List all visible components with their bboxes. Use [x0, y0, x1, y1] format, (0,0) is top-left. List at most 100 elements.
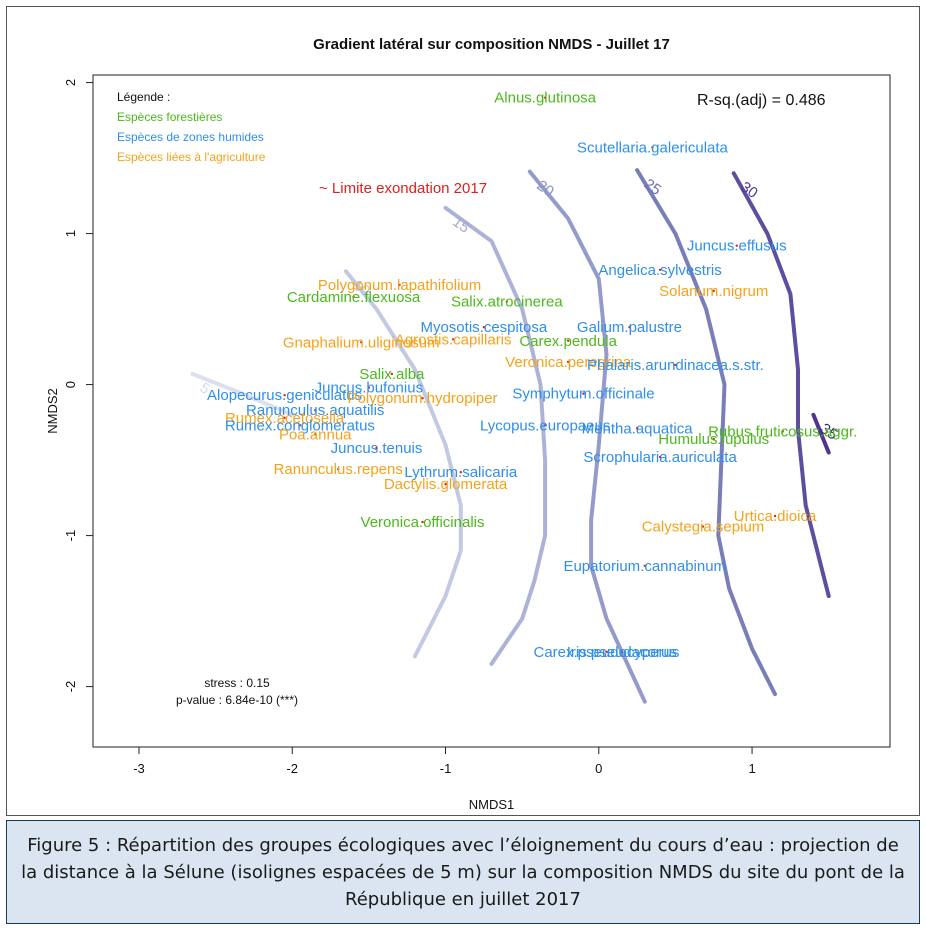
species-point — [337, 467, 340, 471]
species-point — [314, 409, 317, 412]
species-label: Mentha.aquatica — [582, 420, 694, 437]
species-point — [482, 325, 486, 329]
legend-item: Espèces liées à l'agriculture — [117, 150, 266, 164]
y-axis-label: NMDS2 — [45, 388, 60, 434]
exondation-limit-label: ~ Limite exondation 2017 — [319, 180, 487, 197]
species-label: Myosotis.cespitosa — [420, 319, 547, 336]
species-label: Carex.pendula — [519, 333, 617, 350]
p-value-label: p-value : 6.84e-10 (***) — [176, 693, 298, 707]
species-label: Lycopus.europaeus — [480, 417, 610, 434]
species-label: Veronica.peregrina — [505, 354, 632, 371]
species-point — [283, 416, 286, 419]
species-label: Scrophularia.auriculata — [583, 449, 737, 466]
chart-title: Gradient latéral sur composition NMDS - … — [313, 36, 670, 53]
species-label: Urtica.dioica — [734, 508, 817, 525]
x-tick-label: 1 — [748, 761, 755, 776]
species-label: Juncus.bufonius — [315, 380, 423, 397]
contour-line-35 — [811, 412, 831, 455]
species-point — [444, 483, 447, 486]
species-point — [605, 650, 608, 654]
species-point — [459, 470, 463, 474]
species-point — [781, 430, 784, 433]
contour-line-30 — [731, 171, 831, 598]
r-squared-label: R-sq.(adj) = 0.486 — [697, 92, 826, 109]
y-tick-label: 1 — [63, 230, 78, 237]
y-tick-label: 2 — [63, 79, 78, 86]
species-point — [674, 363, 677, 367]
x-tick-label: 0 — [595, 761, 602, 776]
caption-box: Figure 5 : Répartition des groupes écolo… — [6, 820, 920, 924]
contour-line-20 — [527, 169, 647, 704]
y-tick-label: -2 — [63, 681, 78, 693]
species-point — [421, 520, 424, 524]
plot-border — [92, 74, 891, 748]
legend-item: Espèces de zones humides — [117, 130, 264, 144]
x-tick-label: -2 — [286, 761, 298, 776]
species-label: Salix.alba — [359, 366, 425, 383]
species-label: Rumex.acetosella — [225, 410, 345, 427]
species-point — [398, 283, 401, 287]
species-label: Phalaris.arundinacea.s.str. — [587, 357, 764, 374]
contour-line-5 — [190, 372, 295, 417]
x-axis-label: NMDS1 — [469, 797, 515, 812]
species-label: Eupatorium.cannabinum — [563, 558, 726, 575]
contour-line-10 — [343, 269, 463, 659]
species-label: Angelica.sylvestris — [598, 262, 721, 279]
x-tick-label: -3 — [133, 761, 145, 776]
nmds-plot: Gradient latéral sur composition NMDS - … — [45, 36, 891, 812]
contour-label-30: 30 — [737, 179, 760, 202]
species-label: Alopecurus.geniculatus — [207, 387, 362, 404]
y-tick-label: 0 — [63, 381, 78, 388]
species-point — [635, 427, 639, 430]
species-label: Veronica.officinalis — [361, 514, 485, 531]
species-label: Cardamine.flexuosa — [287, 289, 421, 306]
species-label: Galium.palustre — [577, 319, 682, 336]
species-label: Alnus.glutinosa — [494, 90, 596, 107]
species-point — [566, 360, 570, 364]
y-tick-label: -1 — [63, 530, 78, 542]
species-label: Rubus.fruticosus.aggr. — [708, 423, 857, 440]
species-label: Polygonum.hydropiper — [347, 390, 497, 407]
species-point — [643, 564, 646, 567]
figure-frame: Gradient latéral sur composition NMDS - … — [6, 6, 920, 816]
species-label: Iris.pseudacorus — [567, 644, 677, 661]
species-label: Symphytum.officinale — [512, 386, 654, 403]
contour-label-15: 15 — [449, 213, 472, 236]
species-point — [651, 146, 654, 149]
species-label: Polygonum.lapathifolium — [318, 277, 481, 294]
stress-label: stress : 0.15 — [204, 676, 270, 690]
species-point — [314, 433, 317, 436]
x-tick-label: -1 — [440, 761, 452, 776]
species-point — [390, 372, 394, 376]
species-point — [352, 295, 355, 299]
species-label: Gnaphalium.uliginosum — [283, 334, 440, 351]
species-label: Solanum.nigrum — [659, 283, 768, 300]
figure-caption: Figure 5 : Répartition des groupes écolo… — [21, 834, 905, 910]
species-point — [658, 268, 662, 272]
species-label: Humulus.lupulus — [658, 431, 769, 448]
contour-label-20: 20 — [534, 177, 557, 200]
species-point — [620, 650, 623, 654]
contour-label-25: 25 — [641, 175, 664, 198]
species-label: Rumex.conglomeratus — [225, 417, 375, 434]
species-point — [701, 525, 705, 528]
species-label: Calystegia.sepium — [642, 519, 765, 536]
species-label: Poa.annua — [279, 426, 352, 443]
species-point — [360, 341, 363, 344]
species-point — [543, 96, 547, 99]
legend-title: Légende : — [117, 90, 170, 104]
species-point — [712, 437, 715, 441]
species-point — [421, 396, 424, 400]
species-label: Carex.pseudocyperus — [533, 644, 679, 661]
contour-label-10: 10 — [350, 277, 373, 300]
species-label: Lythrum.salicaria — [404, 464, 517, 481]
species-point — [283, 393, 286, 397]
species-label: Dactylis.glomerata — [384, 476, 508, 493]
species-point — [566, 339, 570, 342]
species-point — [451, 338, 455, 341]
contour-label-35: 35 — [817, 420, 840, 443]
species-point — [298, 424, 302, 427]
contour-line-25 — [635, 168, 777, 697]
contour-line-15 — [443, 205, 548, 666]
species-label: Juncus.effusus — [687, 238, 787, 255]
